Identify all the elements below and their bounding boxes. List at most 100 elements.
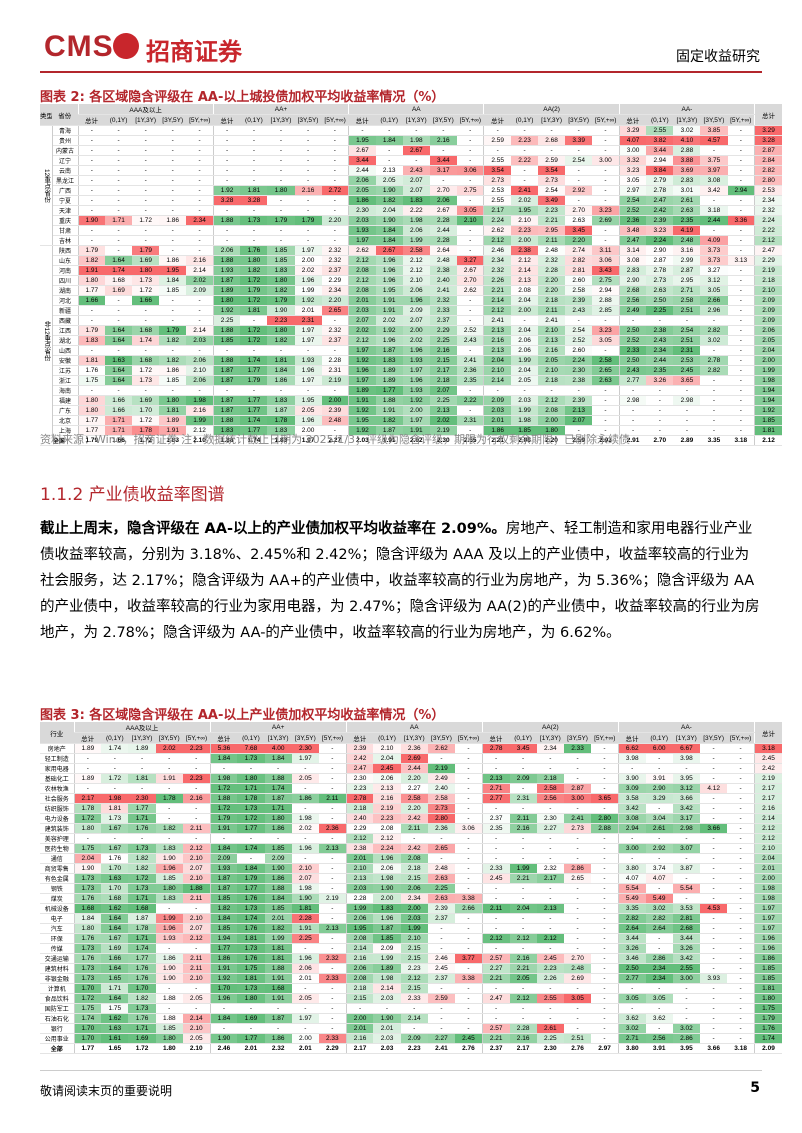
- cell: -: [563, 943, 592, 954]
- cell: 2.06: [402, 225, 430, 236]
- cell: 2.82: [700, 365, 728, 376]
- cell: 2.67: [375, 245, 403, 256]
- cell: 1.71: [128, 1023, 156, 1034]
- cell: 1.81: [754, 425, 782, 436]
- cell: 2.14: [753, 813, 782, 824]
- cell: 3.11: [592, 245, 620, 256]
- cell: 1.98: [402, 135, 430, 146]
- cell: -: [645, 763, 673, 774]
- cell: -: [132, 125, 160, 136]
- sub-header: 总计: [483, 114, 511, 126]
- cell: 2.21: [483, 285, 511, 296]
- cell: -: [645, 803, 673, 814]
- cell: -: [727, 305, 755, 316]
- cell: 2.35: [646, 365, 674, 376]
- cell: 3.80: [617, 1043, 646, 1054]
- cell: -: [318, 883, 347, 894]
- cell: 1.68: [264, 983, 292, 994]
- cell: -: [186, 315, 214, 326]
- cell: -: [105, 175, 133, 186]
- cell: -: [509, 783, 537, 794]
- cell: 2.25: [212, 315, 241, 326]
- cell: 5.49: [645, 893, 673, 904]
- cell: -: [294, 225, 322, 236]
- cell: -: [321, 345, 349, 356]
- cell: -: [159, 185, 187, 196]
- cell: 2.31: [294, 315, 322, 326]
- cell: 1.77: [73, 1043, 102, 1054]
- row-label: 新疆: [52, 305, 78, 316]
- cell: 1.86: [159, 215, 187, 226]
- cell: 3.08: [700, 175, 728, 186]
- cell: 2.16: [373, 793, 401, 804]
- cell: -: [240, 205, 268, 216]
- row-label: 全国: [40, 435, 78, 446]
- cell: -: [481, 843, 510, 854]
- cell: 1.97: [753, 923, 782, 934]
- cell: 1.64: [105, 325, 133, 336]
- section-label: 12重点省份: [40, 125, 53, 246]
- cell: 2.64: [645, 923, 673, 934]
- cell: 1.81: [753, 983, 782, 994]
- row-label: 有色金属: [40, 873, 74, 884]
- cell: -: [73, 753, 102, 764]
- cell: 2.11: [481, 903, 510, 914]
- cell: -: [646, 385, 674, 396]
- cell: 2.06: [511, 335, 539, 346]
- cell: 2.88: [591, 823, 619, 834]
- cell: -: [700, 813, 728, 824]
- cell: 2.12: [509, 933, 537, 944]
- cell: -: [455, 773, 483, 784]
- cell: 3.44: [617, 933, 646, 944]
- cell: 2.56: [536, 793, 564, 804]
- cell: 2.18: [345, 983, 374, 994]
- cell: 2.01: [264, 913, 292, 924]
- cell: 2.82: [565, 255, 593, 266]
- cell: 4.07: [617, 873, 646, 884]
- cell: 1.77: [237, 823, 265, 834]
- cell: -: [646, 415, 674, 426]
- cell: -: [511, 145, 539, 156]
- page-number: 5: [750, 1080, 760, 1096]
- cell: -: [318, 773, 347, 784]
- cell: -: [456, 305, 484, 316]
- cell: 3.23: [618, 165, 647, 176]
- cell: 2.22: [402, 205, 430, 216]
- cell: 2.03: [348, 435, 376, 446]
- cell: 2.10: [182, 1023, 211, 1034]
- cell: 2.15: [400, 873, 428, 884]
- cell: 2.10: [400, 933, 428, 944]
- cell: 1.98: [754, 375, 782, 386]
- cell: 1.87: [373, 923, 401, 934]
- cell: 2.41: [483, 315, 511, 326]
- cell: 1.85: [264, 843, 292, 854]
- cell: -: [373, 1003, 401, 1014]
- logo-icon: [113, 33, 139, 59]
- cell: 1.96: [375, 275, 403, 286]
- cell: 1.76: [77, 365, 106, 376]
- cell: -: [267, 125, 295, 136]
- cell: -: [155, 763, 183, 774]
- cell: 3.48: [618, 225, 647, 236]
- cell: 1.72: [209, 783, 238, 794]
- cell: -: [291, 983, 319, 994]
- cell: 2.00: [511, 305, 539, 316]
- cell: -: [617, 853, 646, 864]
- cell: 2.03: [345, 883, 374, 894]
- cell: 2.87: [563, 783, 592, 794]
- cell: 1.95: [345, 923, 374, 934]
- cell: -: [673, 415, 701, 426]
- row: 天津 - - - - - - - - - -2.30 2.04 2.22 2.67 3.05 2.17 1.95…: [40, 205, 782, 216]
- cell: 1.90: [291, 893, 319, 904]
- cell: -: [509, 853, 537, 864]
- row-label: 电子: [40, 913, 74, 924]
- cell: 1.87: [212, 375, 241, 386]
- cell: -: [321, 235, 349, 246]
- cell: 1.73: [240, 215, 268, 226]
- cell: 3.38: [455, 973, 483, 984]
- cell: 1.72: [132, 215, 160, 226]
- cell: -: [592, 175, 620, 186]
- sub-header: [3Y,5Y): [700, 114, 728, 126]
- cell: 3.23: [646, 225, 674, 236]
- source-note: 资料来源：Wind，招商证券 注：数据统计截止日期为 2025/1/3；评级为隐…: [40, 433, 631, 446]
